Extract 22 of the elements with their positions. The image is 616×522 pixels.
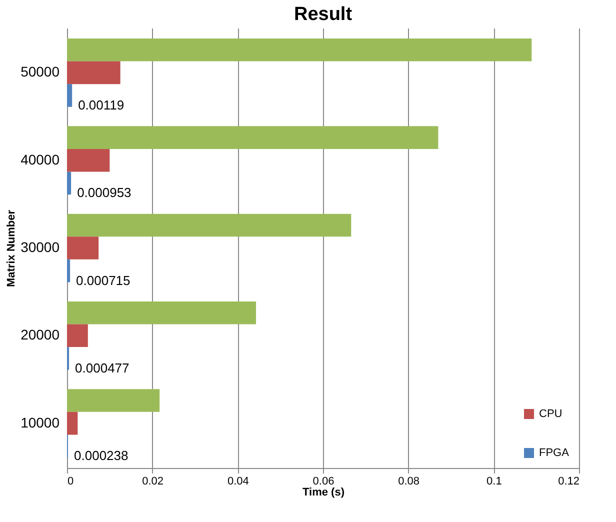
data-label: 0.00119: [78, 97, 124, 112]
x-tick-label: 0: [68, 476, 74, 488]
data-label: 0.000953: [77, 185, 132, 200]
y-tick-label: 30000: [20, 239, 60, 255]
x-tick-label: 0.04: [227, 476, 249, 488]
x-tick-label: 0.1: [486, 476, 502, 488]
x-tick-label: 0.08: [398, 476, 420, 488]
x-tick-label: 0.12: [558, 476, 580, 488]
legend-label: CPU: [539, 408, 562, 420]
x-tick-label: 0.02: [142, 476, 164, 488]
chart-title: Result: [294, 4, 353, 25]
y-tick-label: 20000: [20, 326, 60, 343]
x-axis-title: Time (s): [302, 486, 345, 498]
y-axis-title: Matrix Number: [6, 209, 18, 288]
y-tick-label: 10000: [20, 414, 60, 430]
legend-label: FPGA: [539, 447, 570, 459]
y-tick-label: 40000: [20, 151, 60, 168]
x-tick-label: 0.06: [312, 476, 334, 488]
data-label: 0.000715: [76, 272, 130, 288]
y-tick-label: 50000: [20, 64, 60, 80]
data-label: 0.000477: [75, 360, 130, 376]
data-label: 0.000238: [74, 448, 128, 464]
